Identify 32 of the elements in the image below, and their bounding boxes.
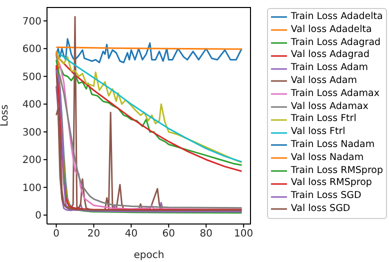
legend-label: Val loss Ftrl xyxy=(290,126,346,139)
y-tick-label: 600 xyxy=(22,44,42,56)
legend-label: Val loss Adam xyxy=(290,74,357,88)
y-tick-label: 400 xyxy=(22,100,42,111)
legend-label: Train Loss Ftrl xyxy=(290,113,356,126)
legend-label: Val loss Adamax xyxy=(290,100,368,114)
y-tick-label: 700 xyxy=(22,16,42,28)
legend-label: Val loss Nadam xyxy=(290,152,364,165)
y-axis-title: Loss xyxy=(0,104,11,126)
x-tick-label: 0 xyxy=(53,228,60,240)
x-axis-title: epoch xyxy=(134,250,164,261)
x-tick-label: 80 xyxy=(200,228,212,240)
legend-label: Train Loss RMSprop xyxy=(290,164,383,178)
x-tick-label: 40 xyxy=(124,228,138,240)
legend-label: Train Loss Adamax xyxy=(290,88,380,101)
y-tick-label: 200 xyxy=(22,155,42,166)
legend-label: Train Loss SGD xyxy=(290,190,362,203)
x-tick-label: 20 xyxy=(87,228,100,240)
legend-label: Val loss Adagrad xyxy=(290,49,370,62)
legend-label: Val loss SGD xyxy=(290,202,350,216)
y-tick-label: 100 xyxy=(22,182,42,194)
x-tick-label: 100 xyxy=(234,228,254,240)
legend-label: Train Loss Adagrad xyxy=(290,36,381,50)
y-tick-label: 500 xyxy=(22,72,42,83)
legend-label: Train Loss Adam xyxy=(290,62,368,75)
y-tick-label: 300 xyxy=(22,127,42,138)
legend-label: Val loss Adadelta xyxy=(290,24,372,37)
legend-label: Val loss RMSprop xyxy=(290,177,372,190)
x-tick-label: 60 xyxy=(162,228,176,240)
y-tick-label: 0 xyxy=(35,210,42,222)
legend-label: Train Loss Adadelta xyxy=(290,11,383,24)
legend-label: Train Loss Nadam xyxy=(290,138,375,152)
